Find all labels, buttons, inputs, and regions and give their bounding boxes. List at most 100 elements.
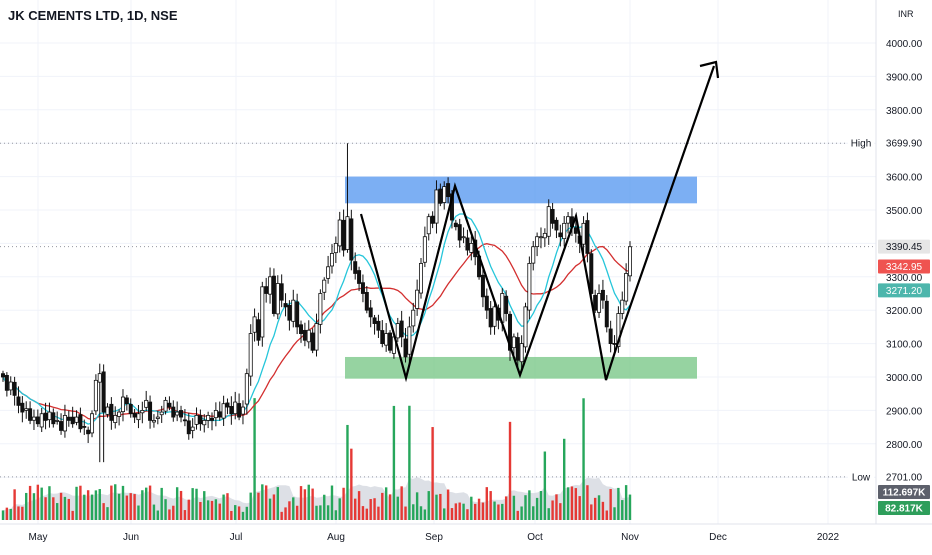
- candle-body-down: [148, 401, 153, 421]
- candle: [399, 310, 404, 348]
- candle-body-up: [291, 299, 296, 322]
- candle-body-down: [353, 261, 358, 274]
- projection-arrow-line: [620, 65, 716, 331]
- candle: [287, 300, 292, 331]
- volume-bar: [613, 507, 616, 520]
- volume-bar: [458, 502, 461, 520]
- volume-bar: [415, 492, 419, 520]
- price-tick-label: 3300.00: [886, 273, 923, 284]
- candle: [376, 314, 381, 338]
- candle: [12, 376, 17, 406]
- price-tick-label: 4000.00: [886, 39, 923, 50]
- candle-body-down: [310, 332, 315, 351]
- candle-body-up: [240, 406, 245, 415]
- candle: [179, 405, 184, 423]
- volume-bar: [168, 509, 171, 520]
- volume-bar: [574, 488, 578, 520]
- candle: [395, 317, 400, 342]
- candle-body-up: [62, 415, 67, 432]
- candle-body-down: [364, 292, 369, 311]
- volume-bar: [504, 496, 508, 520]
- price-tick-label: 3500.00: [886, 206, 923, 217]
- volume-bar: [435, 494, 438, 520]
- candle: [190, 418, 195, 439]
- candle: [244, 368, 249, 415]
- candle-body-down: [508, 313, 513, 351]
- candle: [209, 412, 214, 431]
- candle: [314, 313, 319, 357]
- volume-bar: [334, 510, 338, 520]
- price-tick-label: 3900.00: [886, 72, 923, 83]
- candle: [341, 209, 346, 257]
- pattern-annotation: [359, 60, 720, 383]
- volume-bar: [48, 486, 51, 520]
- candle: [326, 255, 331, 284]
- candle: [508, 311, 513, 361]
- candle-body-down: [0, 373, 6, 378]
- candle: [260, 281, 265, 347]
- volume-bar: [59, 492, 63, 520]
- candle-body-up: [581, 222, 586, 245]
- candle-body-down: [457, 224, 462, 241]
- volume-value-label: 82.817K: [878, 501, 930, 515]
- candle-body-down: [376, 320, 381, 331]
- candle: [597, 284, 602, 318]
- volume-bar: [9, 508, 12, 520]
- candle-body-down: [585, 220, 590, 254]
- volume-series: [1, 398, 632, 520]
- candle: [167, 396, 172, 411]
- candle-body-up: [333, 242, 338, 254]
- volume-bar: [288, 501, 291, 520]
- candle: [198, 409, 203, 431]
- volume-bar: [55, 503, 59, 520]
- candle-body-up: [461, 236, 466, 239]
- candle-body-up: [55, 420, 60, 422]
- candle: [264, 277, 269, 303]
- candle-body-down: [589, 253, 594, 294]
- volume-bar: [532, 506, 535, 520]
- volume-bar: [555, 494, 558, 520]
- candle: [542, 228, 547, 247]
- candle-body-down: [488, 308, 493, 328]
- volume-bar: [179, 490, 183, 520]
- candle-body-up: [260, 286, 265, 338]
- candle: [70, 406, 75, 428]
- price-tick-label: 3600.00: [886, 173, 923, 184]
- candle: [140, 401, 145, 424]
- candle-body-down: [295, 301, 300, 328]
- volume-bar: [129, 493, 132, 520]
- volume-bar: [570, 486, 574, 520]
- chart-title: JK CEMENTS LTD, 1D, NSE: [8, 8, 178, 23]
- candle: [136, 404, 141, 429]
- candle-body-up: [136, 413, 141, 421]
- price-tick-label: 3100.00: [886, 340, 923, 351]
- candle-body-up: [233, 401, 238, 415]
- volume-bar: [1, 510, 5, 520]
- candle-body-down: [554, 219, 559, 231]
- candle: [453, 219, 458, 231]
- candle: [151, 414, 156, 428]
- price-tick-label: 3200.00: [886, 306, 923, 317]
- candle-body-down: [225, 402, 230, 408]
- candle-body-up: [90, 413, 95, 434]
- candle: [148, 395, 153, 429]
- volume-bar: [214, 499, 218, 520]
- volume-bar: [377, 506, 380, 520]
- volume-bar: [257, 492, 260, 520]
- candle: [461, 227, 466, 244]
- candle: [295, 293, 300, 335]
- candle-body-down: [35, 416, 40, 425]
- volume-bar: [590, 504, 593, 520]
- candle-body-up: [39, 413, 44, 428]
- candle-series: [0, 143, 633, 463]
- candle: [213, 402, 218, 427]
- volume-bar: [357, 491, 361, 520]
- volume-bar: [319, 505, 322, 520]
- volume-bar: [323, 494, 326, 520]
- candle: [628, 241, 633, 282]
- candle: [78, 407, 83, 433]
- candle-body-up: [418, 263, 423, 294]
- candle: [97, 363, 102, 463]
- candle: [492, 301, 497, 335]
